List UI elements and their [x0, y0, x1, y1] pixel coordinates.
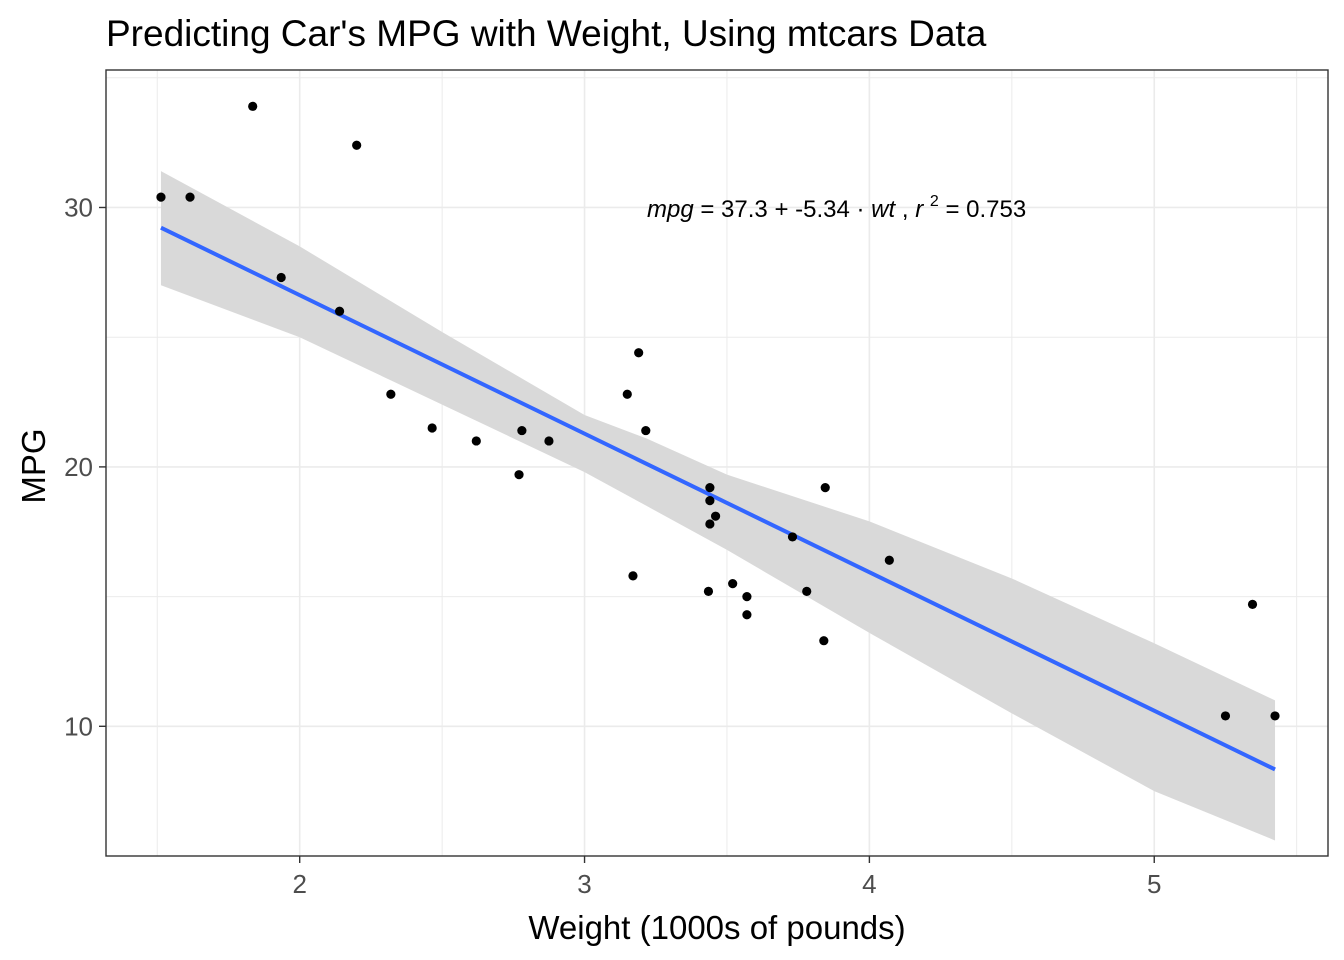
- data-point: [742, 591, 752, 602]
- data-point: [819, 636, 829, 646]
- x-tick-label: 5: [1147, 869, 1161, 899]
- data-point: [628, 571, 638, 581]
- y-tick-label: 10: [64, 711, 93, 741]
- x-tick-label: 2: [292, 869, 306, 899]
- eq-lhs: mpg: [647, 196, 694, 223]
- regression-equation: mpg = 37.3 + -5.34 · wt , r 2 = 0.753: [647, 185, 1026, 223]
- eq-intercept: 37.3: [721, 196, 768, 223]
- panel-border: [105, 69, 1329, 857]
- y-axis-title: MPG: [15, 428, 52, 503]
- data-point: [1270, 711, 1280, 721]
- eq-plus: +: [774, 196, 795, 223]
- eq-var: wt: [871, 196, 896, 223]
- data-point: [471, 436, 481, 446]
- data-point: [1220, 711, 1231, 721]
- data-point: [802, 586, 812, 597]
- x-axis-title: Weight (1000s of pounds): [528, 909, 905, 946]
- data-points: [156, 101, 1280, 721]
- data-point: [544, 436, 554, 446]
- data-point: [641, 425, 651, 436]
- x-tick-label: 3: [577, 869, 591, 899]
- data-point: [634, 348, 644, 358]
- data-point: [622, 389, 632, 399]
- x-axis: 2 3 4 5: [292, 856, 1161, 899]
- data-point: [787, 532, 798, 542]
- data-point: [742, 610, 752, 620]
- eq-equals: =: [700, 196, 721, 223]
- eq-r-value: = 0.753: [945, 196, 1026, 223]
- data-point: [248, 101, 258, 111]
- data-point: [334, 306, 345, 316]
- data-point: [386, 389, 396, 399]
- y-axis: 10 20 30: [64, 192, 106, 741]
- data-point: [156, 192, 166, 202]
- eq-comma: ,: [902, 196, 915, 223]
- data-point: [514, 470, 524, 480]
- data-point: [427, 423, 437, 433]
- data-point: [705, 483, 715, 493]
- data-point: [352, 140, 362, 150]
- regression-line: [160, 225, 1276, 772]
- chart-title: Predicting Car's MPG with Weight, Using …: [106, 13, 987, 54]
- data-point: [710, 511, 721, 521]
- data-point: [884, 555, 894, 565]
- y-tick-label: 30: [64, 192, 93, 222]
- data-point: [276, 272, 286, 283]
- data-point: [1247, 599, 1258, 609]
- data-point: [185, 192, 195, 202]
- data-point: [705, 496, 715, 506]
- data-point: [703, 586, 714, 597]
- eq-dot: ·: [857, 196, 872, 223]
- y-tick-label: 20: [64, 452, 93, 482]
- data-point: [820, 483, 830, 493]
- data-point: [728, 579, 738, 589]
- data-point: [517, 425, 527, 436]
- eq-coef: -5.34: [795, 196, 850, 223]
- x-tick-label: 4: [862, 869, 876, 899]
- confidence-band: [160, 171, 1276, 841]
- data-point: [705, 519, 715, 529]
- eq-r-symbol: r: [915, 196, 924, 223]
- eq-r-exponent: 2: [930, 193, 939, 210]
